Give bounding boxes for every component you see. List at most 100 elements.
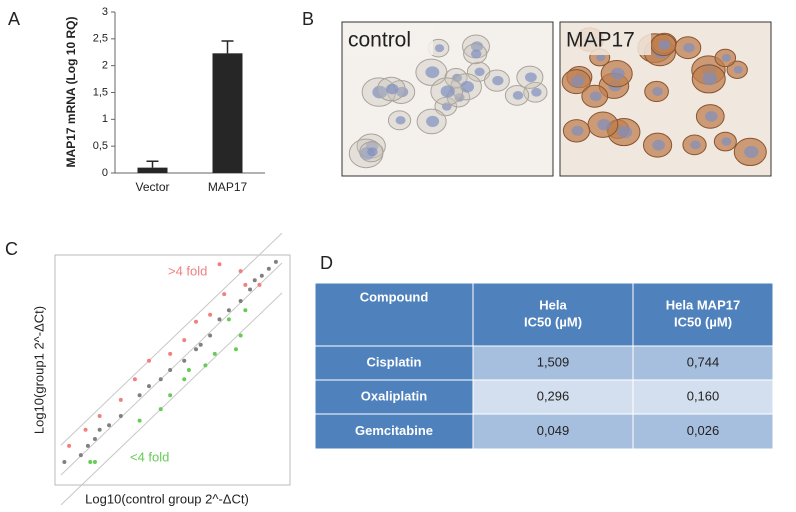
nucleus [721, 54, 731, 62]
panel-label: A [8, 9, 20, 29]
nucleus [690, 140, 701, 150]
point [158, 407, 163, 412]
point [243, 308, 248, 313]
header-text: Compound [360, 289, 429, 304]
annotation: >4 fold [168, 263, 207, 278]
x-tick-label: MAP17 [208, 180, 248, 194]
header-cell [632, 282, 774, 347]
point [208, 312, 213, 317]
point [67, 443, 72, 448]
nucleus [702, 72, 718, 86]
nucleus [525, 72, 537, 83]
point [233, 347, 238, 352]
row-header: Gemcitabine [355, 423, 433, 438]
table-cell [472, 379, 634, 415]
table-cell [632, 379, 774, 415]
nucleus [705, 111, 718, 122]
nucleus [610, 67, 625, 80]
y-tick-label: 2,5 [93, 33, 108, 45]
nucleus [721, 137, 732, 146]
cell-text: 0,296 [537, 388, 570, 403]
point [194, 347, 198, 352]
nucleus [683, 42, 695, 53]
fold-line [60, 232, 283, 446]
table-cell [314, 345, 474, 381]
header-text: IC50 (µM) [674, 314, 732, 329]
nucleus [589, 91, 602, 102]
nucleus [492, 75, 504, 86]
nucleus [425, 66, 440, 79]
y-tick-label: 1 [102, 113, 108, 125]
point [132, 377, 137, 382]
point [238, 269, 243, 274]
nucleus [460, 80, 475, 93]
x-tick-label: Vector [135, 180, 169, 194]
nucleus [512, 90, 524, 100]
nucleus [571, 125, 584, 136]
point [88, 460, 93, 464]
nucleus [386, 83, 399, 95]
nucleus [440, 85, 455, 98]
point [168, 393, 173, 398]
point [226, 308, 231, 313]
point [243, 282, 248, 287]
bar [212, 53, 243, 173]
header-text: IC50 (µM) [524, 314, 582, 329]
point [186, 368, 191, 372]
y-tick-label: 0,5 [93, 140, 108, 152]
point [78, 453, 83, 458]
nucleus [531, 87, 542, 97]
table-cell [314, 379, 474, 415]
y-axis-label: MAP17 mRNA (Log 10 RQ) [64, 17, 78, 168]
nucleus [617, 125, 633, 139]
label-bg [561, 23, 651, 55]
header-cell [314, 282, 474, 347]
point [118, 414, 123, 418]
nucleus [570, 76, 584, 87]
point [203, 363, 208, 368]
point [85, 443, 90, 448]
point [208, 333, 213, 338]
cell-text: 0,049 [537, 423, 570, 438]
row-header: Oxaliplatin [361, 388, 428, 403]
point [182, 358, 187, 363]
image-label: control [348, 29, 411, 52]
point [198, 342, 203, 347]
y-tick-label: 0 [102, 167, 108, 179]
point [118, 397, 123, 402]
point [182, 377, 187, 382]
point [226, 317, 231, 322]
point [83, 427, 88, 432]
nucleus [426, 115, 440, 127]
point [168, 351, 173, 356]
point [147, 384, 151, 389]
cell-text: 0,744 [687, 354, 720, 369]
point [97, 414, 102, 418]
header-text: Hela MAP17 [666, 297, 740, 312]
nucleus [372, 85, 388, 99]
nucleus [367, 147, 378, 157]
nucleus [470, 49, 482, 59]
point [168, 368, 173, 372]
panel-label: C [5, 239, 18, 259]
point [182, 338, 187, 343]
panel-label: B [302, 9, 314, 29]
cell-text: 0,160 [687, 388, 720, 403]
panel-label: D [320, 253, 333, 273]
point [62, 460, 67, 464]
point [266, 266, 271, 271]
error-bar [146, 160, 159, 168]
fold-line [60, 292, 283, 506]
point [97, 427, 102, 432]
y-axis-label: Log10(group1 2^-ΔCt) [31, 306, 46, 434]
label-bg [343, 23, 433, 55]
cell-text: 0,026 [687, 423, 720, 438]
table-cell [472, 413, 634, 450]
point [257, 282, 262, 287]
bar [137, 167, 168, 173]
error-bar [221, 40, 234, 54]
annotation: <4 fold [130, 449, 169, 464]
nucleus [652, 139, 665, 151]
point [107, 423, 112, 428]
